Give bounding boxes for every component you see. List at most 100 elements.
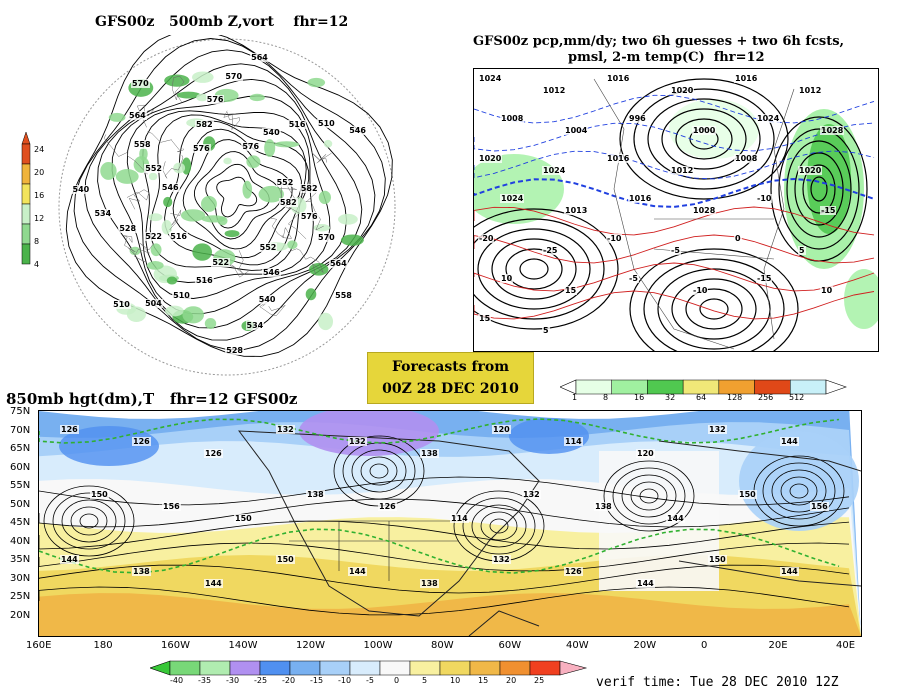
contour-label: 576 bbox=[241, 142, 261, 152]
colorbar-tick: -35 bbox=[198, 676, 212, 685]
height-contour bbox=[780, 476, 818, 506]
forecast-line-2: 00Z 28 DEC 2010 bbox=[382, 381, 519, 397]
temperature-contour bbox=[474, 262, 875, 292]
colorbar-tick: 20 bbox=[34, 168, 45, 177]
latitude-label: 35N bbox=[10, 554, 31, 565]
contour-label: 1000 bbox=[692, 126, 717, 135]
vorticity-blob bbox=[340, 234, 364, 246]
vorticity-blob bbox=[192, 243, 213, 261]
height-contour bbox=[39, 520, 850, 550]
colorbar-tick: 8 bbox=[603, 393, 609, 402]
contour-label: 144 bbox=[348, 567, 367, 576]
contour-label: 126 bbox=[204, 449, 223, 458]
latitude-label: 20N bbox=[10, 609, 31, 621]
isobar bbox=[477, 228, 591, 310]
vorticity-blob bbox=[148, 172, 158, 181]
colorbar-tick: 64 bbox=[696, 393, 707, 402]
precip-area bbox=[844, 269, 878, 329]
vorticity-blob bbox=[180, 209, 206, 222]
latitude-label: 40N bbox=[10, 535, 31, 547]
contour-label: 516 bbox=[194, 276, 214, 286]
contour-label: -10 bbox=[606, 234, 623, 243]
vorticity-blob bbox=[224, 230, 240, 238]
contour-label: 516 bbox=[169, 231, 188, 241]
coastline bbox=[763, 88, 795, 340]
colorbar-tick: -10 bbox=[338, 676, 352, 685]
contour-label: 576 bbox=[205, 94, 225, 104]
vorticity-blob bbox=[115, 169, 139, 184]
vorticity-blob bbox=[165, 305, 184, 317]
colorbar-arrow-left bbox=[150, 660, 171, 676]
contour-label: 558 bbox=[132, 139, 152, 149]
coastline bbox=[122, 235, 137, 257]
contour-label: 138 bbox=[594, 502, 613, 511]
colorbar-tick: -30 bbox=[226, 676, 240, 685]
vorticity-blob bbox=[223, 157, 232, 165]
contour-label: 1028 bbox=[692, 206, 717, 215]
map-precip-pmsl bbox=[473, 68, 879, 352]
height-contour bbox=[79, 513, 99, 529]
isobar bbox=[810, 176, 828, 202]
vorticity-blob bbox=[166, 276, 178, 285]
contour-label: -25 bbox=[542, 246, 559, 255]
colorbar-segment bbox=[229, 660, 261, 676]
latitude-label: 75N bbox=[10, 406, 31, 417]
vorticity-blob bbox=[146, 261, 164, 270]
latitude-label: 45N bbox=[10, 517, 31, 528]
colorbar-tick: 10 bbox=[450, 676, 461, 685]
colorbar-segment bbox=[575, 379, 612, 395]
height-contour bbox=[603, 460, 695, 532]
isobar bbox=[633, 88, 775, 190]
contour-label: 1004 bbox=[564, 126, 589, 135]
contour-label: 582 bbox=[279, 198, 298, 207]
height-contour bbox=[762, 462, 836, 520]
isobar bbox=[786, 140, 852, 238]
colorbar-arrow-left bbox=[560, 379, 577, 395]
colorbar-tick: 12 bbox=[34, 214, 45, 223]
polar-map-svg bbox=[58, 35, 396, 376]
contour-label: -5 bbox=[670, 246, 681, 255]
vorticity-blob bbox=[318, 312, 334, 331]
isobar bbox=[643, 258, 785, 351]
contour-label: 1020 bbox=[478, 154, 503, 163]
contour-label: 1024 bbox=[542, 166, 567, 175]
vorticity-blob bbox=[192, 71, 214, 83]
colorbar-segment bbox=[21, 223, 31, 245]
minus-ten-line bbox=[39, 418, 840, 444]
temperature-colorbar bbox=[150, 659, 590, 681]
contour-label: 570 bbox=[224, 72, 244, 82]
cold-pool bbox=[59, 426, 159, 466]
height-contour bbox=[612, 467, 686, 525]
contour-label: 522 bbox=[144, 231, 163, 241]
panel-850-title: 850mb hgt(dm),T fhr=12 GFS00z bbox=[6, 390, 298, 408]
contour-label: 120 bbox=[492, 425, 511, 434]
contour-label: 996 bbox=[628, 114, 647, 123]
north-america-outline bbox=[237, 430, 540, 617]
height-contour bbox=[216, 176, 258, 218]
colorbar-segment bbox=[349, 660, 381, 676]
colorbar-tick: 15 bbox=[478, 676, 489, 685]
contour-label: 5 bbox=[798, 246, 806, 255]
vorticity-blob bbox=[308, 262, 329, 276]
contour-label: 552 bbox=[258, 243, 278, 253]
contour-label: 570 bbox=[130, 79, 150, 88]
contour-label: 1024 bbox=[478, 74, 503, 83]
height-contour bbox=[360, 456, 398, 486]
temperature-colorbar-svg bbox=[150, 660, 588, 676]
vorticity-blob bbox=[274, 141, 300, 148]
height-contour bbox=[111, 78, 347, 315]
zero-degree-line bbox=[39, 528, 840, 574]
contour-label: -10 bbox=[756, 194, 773, 203]
vorticity-blob bbox=[196, 93, 209, 102]
contour-label: 576 bbox=[191, 144, 211, 154]
colorbar-segment bbox=[682, 379, 720, 395]
colorbar-segment bbox=[21, 183, 31, 205]
contour-label: 132 bbox=[348, 437, 367, 446]
contour-label: 144 bbox=[204, 579, 223, 588]
temperature-band bbox=[39, 612, 861, 636]
eurasia-outline bbox=[658, 440, 861, 587]
contour-label: 510 bbox=[317, 118, 336, 128]
colorbar-arrow bbox=[21, 132, 31, 145]
height-contour bbox=[480, 511, 518, 541]
contour-label: 582 bbox=[299, 184, 319, 194]
